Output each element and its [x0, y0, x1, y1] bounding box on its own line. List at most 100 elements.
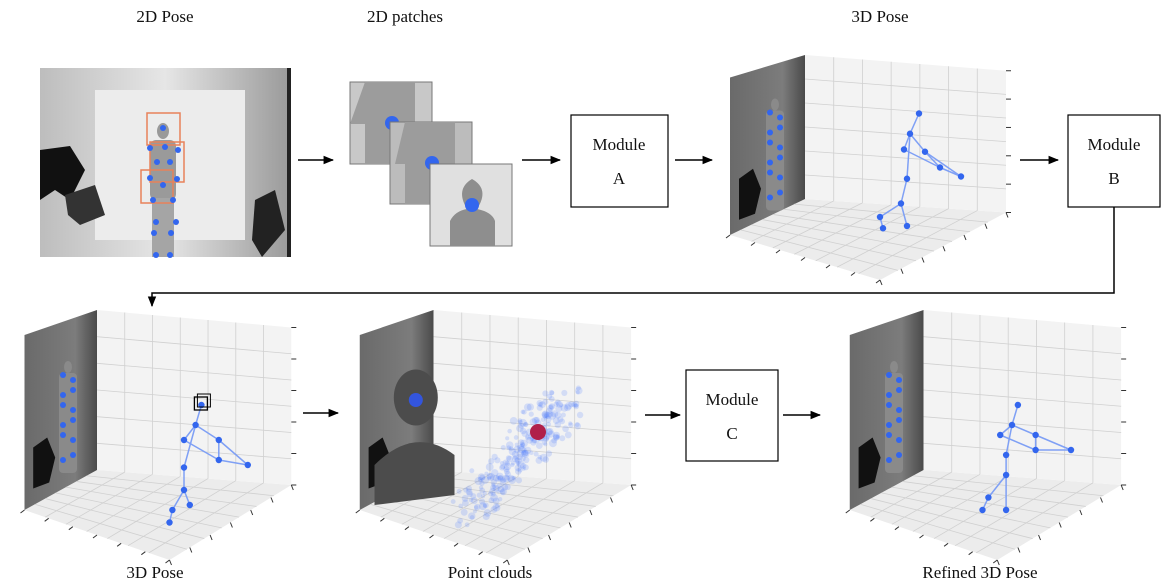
tick — [984, 223, 988, 229]
tick — [992, 559, 998, 564]
point — [503, 465, 510, 473]
bone — [183, 439, 220, 461]
point — [517, 445, 526, 454]
tick — [845, 509, 851, 514]
point — [496, 483, 503, 489]
joint — [60, 457, 66, 463]
point — [499, 489, 506, 495]
point — [496, 489, 501, 494]
grid-line — [975, 482, 1094, 554]
point — [528, 411, 534, 417]
person-head — [890, 361, 898, 373]
point — [513, 445, 521, 454]
point — [454, 521, 462, 529]
tick — [229, 522, 233, 528]
point — [478, 502, 487, 511]
grid-line — [751, 200, 834, 242]
joint — [168, 230, 174, 236]
person-head — [771, 98, 779, 111]
point — [546, 393, 553, 400]
layout — [147, 114, 1161, 462]
tick — [630, 484, 634, 491]
tick — [250, 509, 254, 516]
joint — [767, 194, 773, 201]
point — [465, 488, 473, 496]
point — [517, 418, 523, 424]
joint — [886, 392, 892, 398]
tick — [750, 242, 756, 246]
tick — [921, 257, 925, 263]
joint — [896, 452, 902, 458]
label: 2D patches — [367, 7, 443, 26]
joint — [777, 174, 783, 181]
tick — [290, 484, 294, 491]
tick — [775, 249, 781, 254]
shoulder-silhouette — [374, 442, 455, 505]
bone — [909, 133, 926, 153]
point — [479, 487, 486, 494]
tick — [1079, 509, 1083, 516]
point — [550, 410, 559, 418]
person-body — [766, 110, 784, 211]
joint — [167, 252, 173, 258]
point — [450, 499, 456, 504]
point — [514, 464, 522, 472]
3d-plot — [355, 310, 637, 566]
side-wall — [805, 55, 1006, 213]
module-label: B — [1108, 169, 1119, 188]
point — [522, 450, 529, 457]
point — [515, 460, 521, 466]
point — [490, 484, 497, 491]
joint — [767, 159, 773, 166]
point — [509, 416, 518, 425]
point — [488, 497, 495, 504]
point — [523, 422, 529, 428]
point — [561, 389, 568, 396]
floor — [24, 470, 292, 560]
joint — [903, 175, 911, 182]
point — [488, 458, 495, 465]
point — [512, 454, 518, 460]
point — [499, 464, 506, 471]
side-wall — [923, 310, 1122, 485]
joint — [896, 407, 902, 413]
bone — [1011, 404, 1019, 426]
joint — [886, 422, 892, 428]
point — [479, 474, 486, 481]
point — [499, 460, 505, 466]
point — [568, 421, 573, 426]
joint — [154, 159, 160, 165]
point — [559, 403, 564, 408]
depth-shadow — [65, 185, 105, 225]
joint — [957, 173, 965, 180]
point — [536, 404, 543, 411]
tick — [725, 234, 731, 239]
grid-line — [858, 210, 978, 274]
grid-line — [433, 362, 632, 381]
grid-line — [65, 473, 153, 525]
point — [483, 509, 492, 517]
joint — [900, 146, 908, 153]
point — [546, 427, 554, 435]
tick — [270, 497, 274, 503]
grid-line — [836, 208, 949, 268]
grid-line — [923, 362, 1122, 381]
point — [491, 484, 497, 490]
grid-line — [401, 473, 491, 525]
point — [518, 439, 525, 446]
point — [508, 447, 517, 456]
bone — [218, 439, 249, 466]
point — [533, 416, 540, 424]
point — [507, 428, 512, 434]
point — [517, 467, 523, 473]
grid-line — [464, 480, 575, 547]
person-legs — [152, 198, 174, 257]
point — [516, 453, 523, 461]
point — [520, 462, 527, 470]
bone — [183, 424, 197, 468]
grid-line — [86, 475, 274, 497]
point — [544, 415, 552, 424]
arrow — [147, 207, 1115, 308]
tick — [453, 542, 459, 547]
point — [461, 495, 469, 502]
